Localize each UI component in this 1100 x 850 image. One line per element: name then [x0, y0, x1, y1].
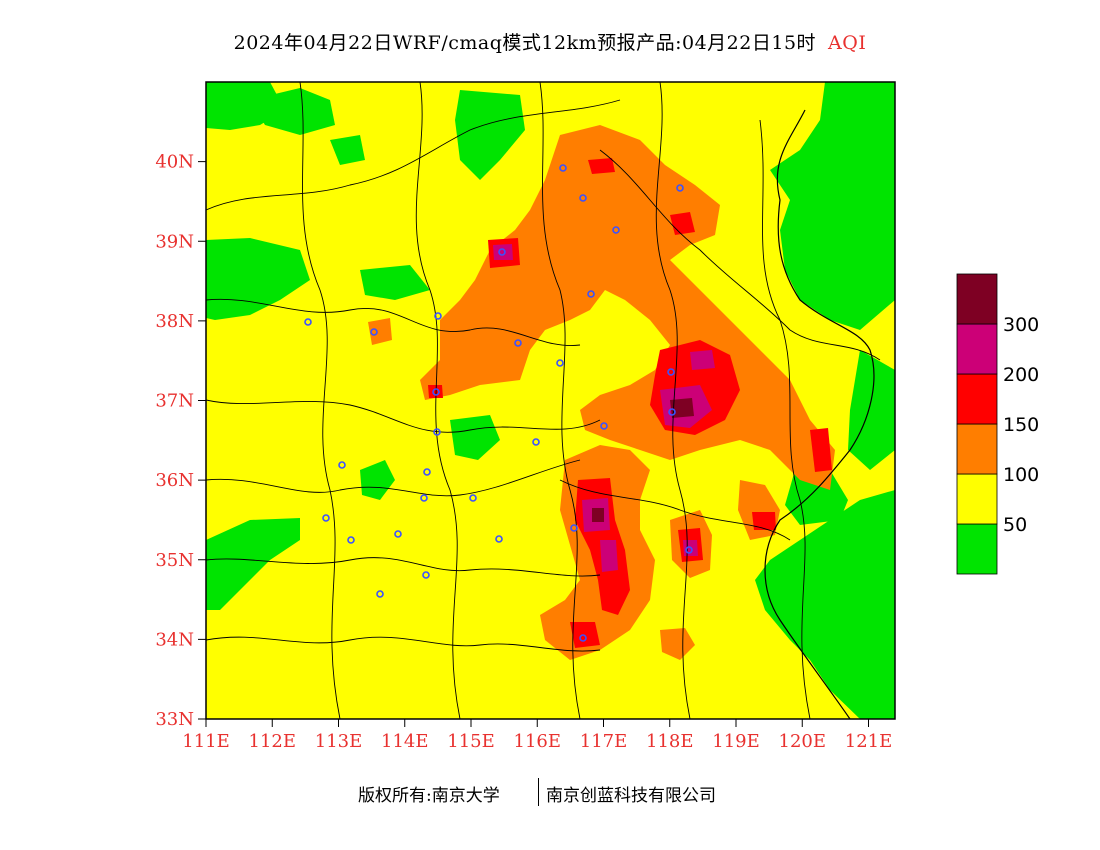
lat-label: 40N [155, 152, 194, 173]
legend-label: 300 [1003, 314, 1039, 336]
legend-swatch [956, 373, 998, 425]
aqi-field [206, 82, 895, 719]
legend-label: 50 [1003, 514, 1027, 536]
lon-label: 119E [712, 731, 760, 752]
lat-label: 37N [155, 391, 194, 412]
city-markers [304, 164, 693, 642]
lon-label: 115E [447, 731, 495, 752]
lon-label: 112E [249, 731, 297, 752]
province-boundaries [206, 82, 881, 719]
lat-label: 35N [155, 550, 194, 571]
lon-label: 114E [381, 731, 429, 752]
lon-label: 121E [845, 731, 893, 752]
lon-label: 117E [580, 731, 628, 752]
lat-label: 33N [155, 709, 194, 730]
lon-label: 113E [315, 731, 363, 752]
title-variable: AQI [828, 32, 867, 54]
copyright-text: 版权所有:南京大学 [358, 786, 500, 806]
lon-label: 116E [514, 731, 562, 752]
coastline [764, 109, 875, 719]
latitude-labels: 33N 34N 35N 36N 37N 38N 39N 40N [155, 152, 194, 730]
legend-label: 150 [1003, 414, 1039, 436]
lon-label: 120E [779, 731, 827, 752]
footer: 版权所有:南京大学 南京创蓝科技有限公司 [0, 778, 1100, 808]
legend-swatch [956, 323, 998, 375]
longitude-labels: 111E 112E 113E 114E 115E 116E 117E 118E 119E 120E… [182, 731, 892, 752]
axis-ticks [198, 161, 869, 727]
lat-label: 34N [155, 629, 194, 650]
legend-swatch [956, 523, 998, 575]
lat-label: 36N [155, 470, 194, 491]
aqi-legend: 50 100 150 200 300 [956, 273, 1039, 575]
lat-label: 39N [155, 231, 194, 252]
map-title: 2024年04月22日WRF/cmaq模式12km预报产品:04月22日15时 A… [0, 28, 1100, 55]
footer-separator [538, 778, 539, 806]
aqi-good-areas [206, 82, 895, 719]
legend-label: 200 [1003, 364, 1039, 386]
aqi-hazardous-areas [592, 398, 694, 522]
lon-label: 118E [646, 731, 694, 752]
title-main: 2024年04月22日WRF/cmaq模式12km预报产品:04月22日15时 [233, 32, 817, 54]
legend-swatch [956, 423, 998, 475]
lon-label: 111E [182, 731, 230, 752]
lat-label: 38N [155, 311, 194, 332]
company-text: 南京创蓝科技有限公司 [546, 786, 716, 806]
legend-label: 100 [1003, 464, 1039, 486]
legend-swatch [956, 473, 998, 525]
legend-swatch [956, 273, 998, 325]
